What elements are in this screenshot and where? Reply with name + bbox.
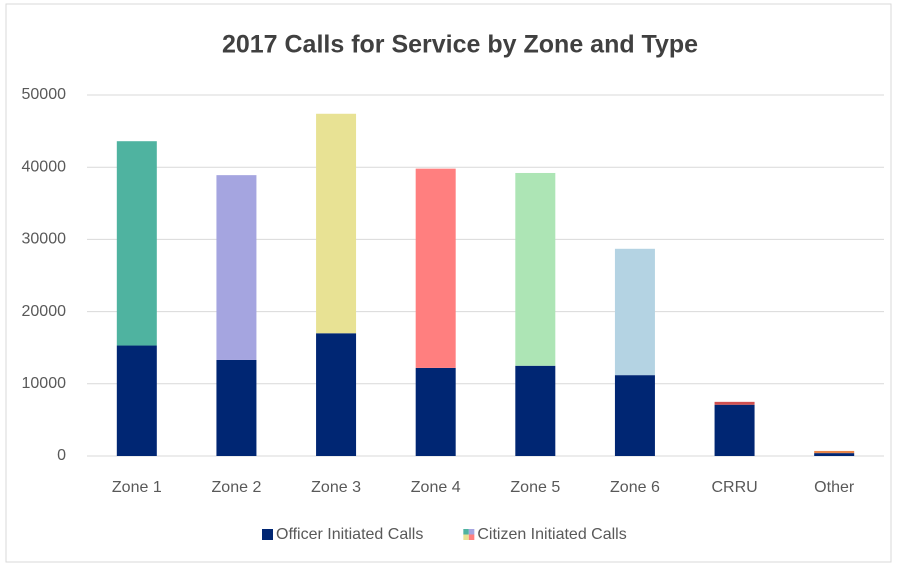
legend-swatch: [468, 534, 475, 540]
bar-segment: [515, 172, 556, 366]
x-tick-label: Zone 6: [610, 479, 660, 496]
bar-segment: [415, 367, 456, 456]
bar-segment: [714, 401, 755, 405]
bar-segment: [316, 333, 357, 456]
x-tick-label: Other: [814, 479, 855, 496]
y-tick-label: 50000: [22, 86, 67, 103]
bar-segment: [316, 113, 357, 334]
bar-segment: [814, 450, 855, 454]
bar-segment: [216, 359, 257, 456]
bar-segment: [515, 365, 556, 456]
y-tick-label: 40000: [22, 158, 67, 175]
y-tick-label: 0: [57, 447, 66, 464]
legend-swatch: [262, 529, 273, 540]
x-tick-label: Zone 4: [411, 479, 461, 496]
x-tick-label: Zone 1: [112, 479, 162, 496]
x-tick-label: Zone 2: [212, 479, 262, 496]
legend-swatch: [463, 534, 469, 540]
chart-title: 2017 Calls for Service by Zone and Type: [222, 31, 698, 59]
legend-label: Citizen Initiated Calls: [477, 526, 626, 543]
legend-swatch: [463, 529, 469, 535]
x-tick-label: CRRU: [711, 479, 757, 496]
bar-segment: [415, 168, 456, 368]
bar-segment: [614, 375, 655, 456]
legend-swatch: [468, 529, 475, 535]
bar-segment: [814, 453, 855, 456]
bar-segment: [116, 345, 157, 456]
y-tick-label: 30000: [22, 231, 67, 248]
legend-label: Officer Initiated Calls: [276, 526, 423, 543]
y-tick-label: 20000: [22, 303, 67, 320]
bar-segment: [116, 141, 157, 346]
x-tick-label: Zone 5: [510, 479, 560, 496]
bar-segment: [216, 175, 257, 360]
y-tick-label: 10000: [22, 375, 67, 392]
bar-segment: [614, 248, 655, 376]
bar-segment: [714, 404, 755, 456]
x-tick-label: Zone 3: [311, 479, 361, 496]
